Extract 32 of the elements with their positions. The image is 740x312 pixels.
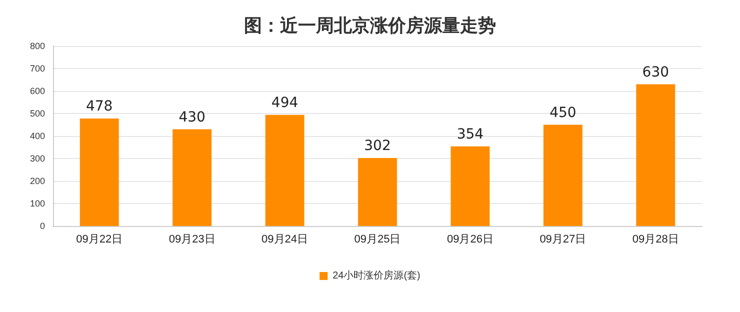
y-tick-label: 500 (30, 108, 45, 118)
x-tick-label: 09月28日 (632, 234, 679, 246)
bar (543, 124, 582, 226)
data-label: 430 (178, 109, 206, 126)
bar (358, 158, 397, 226)
data-label: 354 (456, 126, 484, 142)
y-tick-label: 100 (30, 198, 45, 208)
y-tick-label: 200 (30, 176, 45, 186)
data-label: 450 (550, 104, 576, 121)
x-tick-label: 09月27日 (540, 234, 586, 246)
bar (265, 114, 304, 226)
x-tick-label: 09月25日 (354, 234, 401, 246)
y-tick-label: 700 (30, 64, 45, 74)
legend-label: 24小时涨价房源(套) (332, 270, 420, 282)
x-tick-label: 09月24日 (262, 234, 308, 246)
bar (636, 84, 676, 226)
x-tick-label: 09月26日 (446, 234, 494, 246)
bar (172, 129, 212, 226)
data-label: 630 (642, 64, 670, 80)
data-label: 478 (86, 98, 113, 114)
y-tick-label: 300 (30, 154, 45, 164)
chart-title: 图：近一周北京涨价房源量走势 (244, 16, 496, 36)
y-tick-label: 800 (30, 41, 45, 51)
bar (450, 146, 490, 226)
data-label: 302 (364, 138, 391, 154)
y-tick-label: 400 (30, 131, 45, 141)
data-label: 494 (271, 94, 298, 111)
y-tick-label: 0 (40, 221, 45, 231)
bar (80, 118, 119, 226)
x-tick-label: 09月22日 (76, 234, 123, 246)
y-tick-label: 600 (30, 86, 45, 96)
x-tick-label: 09月23日 (168, 234, 216, 246)
